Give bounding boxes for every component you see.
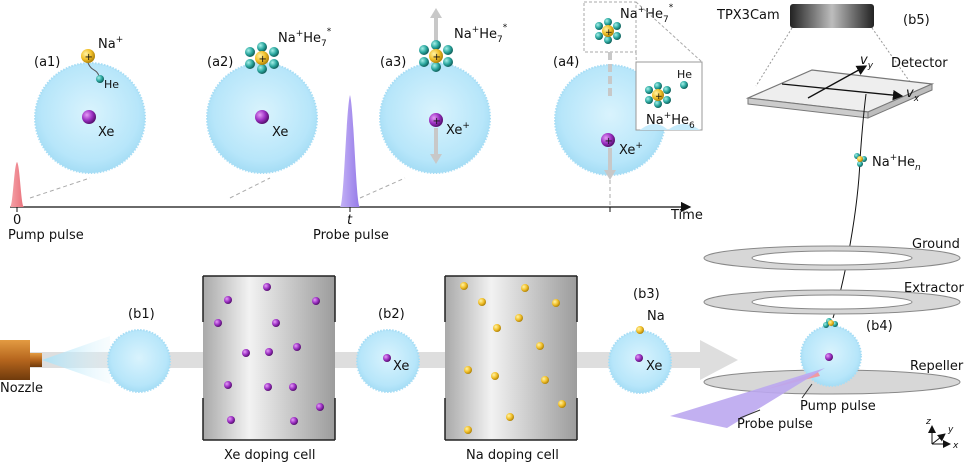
probe-pulse-peak [340, 95, 360, 207]
repeller-label: Repeller [910, 359, 964, 374]
tpx3cam-camera [790, 4, 874, 28]
xe-ion-label-a4: Xe+ [619, 141, 643, 158]
cluster-b4 [823, 318, 838, 328]
he-atom-a1 [96, 75, 104, 83]
probe-beam [670, 368, 825, 428]
xe-ion-b4 [825, 353, 833, 361]
vy-axis [807, 65, 868, 99]
xe-atom-b2 [383, 354, 391, 362]
panel-tag-b1: (b1) [128, 307, 155, 322]
he-trajectory-a1 [87, 62, 100, 77]
svg-text:+: + [85, 52, 93, 63]
cluster-label-a2: Na+He7* [278, 27, 332, 49]
axes-triad [928, 425, 951, 448]
na-he7-cluster-a3: + [419, 40, 453, 72]
detector-assembly: TPX3Cam (b5) vy vx Detector Na+Hen [716, 4, 948, 319]
xe-atom-a1 [82, 110, 96, 124]
axis-x-label: x [952, 441, 959, 451]
panel-tag-b2: (b2) [378, 307, 405, 322]
axis-z-label: z [925, 417, 931, 427]
xe-ion-a3 [429, 113, 443, 127]
beam-jet [42, 336, 110, 384]
cluster-label-a3: Na+He7* [454, 23, 508, 45]
xe-atoms-cell [214, 283, 324, 425]
svg-text:+: + [259, 54, 267, 65]
extractor-label: Extractor [904, 281, 965, 296]
he-atom-inset [680, 81, 688, 89]
panel-tag-a1: (a1) [34, 55, 60, 70]
panel-a2: Xe + Na+He7* (a2) [206, 27, 332, 174]
svg-text:+: + [655, 92, 663, 102]
probe-pulse-label-b4: Probe pulse [737, 417, 813, 432]
he-label-a1: He [104, 78, 119, 91]
vy-label: vy [860, 53, 874, 71]
xe-atom-a2 [255, 110, 269, 124]
panel-tag-a2: (a2) [207, 55, 233, 70]
na-label-a1: Na+ [98, 35, 123, 52]
vx-axis [781, 83, 904, 101]
na-hen-cluster-flight [854, 153, 867, 167]
na-ion-a1 [81, 49, 95, 63]
panel-tag-a4: (a4) [553, 55, 579, 70]
na-he6-label: Na+He6 [646, 111, 695, 131]
xe-cell-label: Xe doping cell [224, 448, 316, 463]
detector-label: Detector [891, 56, 948, 71]
cluster-label-a4: Na+He7* [620, 3, 674, 25]
svg-text:+: + [433, 116, 441, 127]
xe-label-a1: Xe [98, 125, 114, 140]
svg-text:+: + [605, 28, 613, 38]
time-t-label: t [347, 213, 353, 228]
ground-label: Ground [912, 237, 960, 252]
panel-tag-b5: (b5) [903, 13, 930, 28]
panel-a4: + Xe+ + Na+He7* + He Na+He6 (a4) [553, 1, 703, 180]
na-label-b3: Na [647, 309, 665, 324]
pump-pulse-label: Pump pulse [8, 228, 84, 243]
vmi-electrodes: Ground Extractor Repeller (b4) Pump puls… [670, 237, 965, 451]
time-zero-label: 0 [13, 213, 21, 228]
pump-pulse-peak [10, 162, 24, 207]
panel-tag-b3: (b3) [633, 287, 660, 302]
ion-cluster-label: Na+Hen [872, 153, 921, 173]
na-cell-label: Na doping cell [466, 448, 559, 463]
xe-label-a2: Xe [272, 125, 288, 140]
xe-ion-a4 [601, 133, 615, 147]
pump-pulse-label-b4: Pump pulse [800, 399, 876, 414]
he-label-inset: He [677, 68, 692, 81]
panel-tag-b4: (b4) [866, 319, 893, 334]
xe-atom-b3 [635, 354, 643, 362]
vx-label: vx [906, 86, 920, 104]
beamline: Nozzle (b1) Xe doping cell Xe (b2) [0, 275, 738, 463]
timeline: Time 0 t Pump pulse Probe pulse [8, 95, 703, 243]
panel-a3: + Xe+ + Na+He7* (a3) [379, 8, 508, 174]
axis-y-label: y [947, 425, 954, 435]
droplet-b1 [107, 329, 171, 393]
na-he7-cluster-a2: + [245, 42, 279, 74]
na-atom-b3 [636, 326, 644, 334]
camera-label: TPX3Cam [716, 8, 780, 23]
nozzle-label: Nozzle [0, 381, 43, 396]
na-atoms-cell [460, 282, 566, 434]
xe-label-b3: Xe [646, 359, 662, 374]
time-axis-label: Time [670, 208, 703, 223]
na-he6-cluster-inset: + [645, 82, 671, 108]
svg-text:+: + [605, 136, 613, 147]
panel-a1: Xe + He Na+ (a1) [34, 35, 146, 174]
nozzle [0, 340, 30, 380]
ion-trajectory [832, 93, 867, 319]
svg-text:+: + [433, 52, 441, 63]
na-he7-cluster-a4: + [595, 18, 621, 44]
panel-tag-a3: (a3) [380, 55, 406, 70]
xe-ion-label-a3: Xe+ [446, 121, 470, 138]
xe-label-b2: Xe [393, 359, 409, 374]
probe-pulse-label: Probe pulse [313, 228, 389, 243]
droplet-b3 [608, 330, 672, 394]
